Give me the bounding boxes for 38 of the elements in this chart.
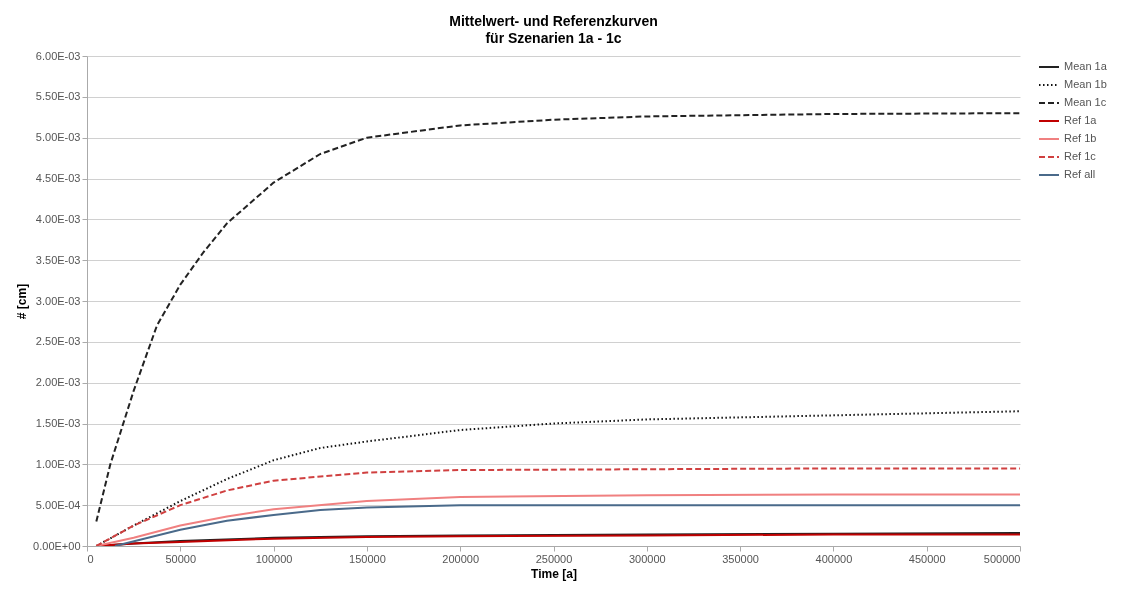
legend-label: Mean 1b — [1064, 78, 1107, 90]
x-tick-label: 500000 — [983, 552, 1021, 565]
x-tick-label: 450000 — [908, 552, 946, 565]
y-tick-label: 3.00E-03 — [35, 294, 81, 307]
y-tick-label: 4.50E-03 — [35, 172, 81, 184]
chart-subtitle: für Szenarien 1a - 1c — [485, 30, 622, 46]
x-tick-label: 300000 — [628, 552, 666, 565]
x-tick-label: 200000 — [442, 552, 480, 565]
y-tick-label: 3.50E-03 — [35, 253, 81, 266]
y-tick-label: 6.00E-03 — [35, 49, 81, 62]
y-tick-label: 2.00E-03 — [35, 376, 81, 389]
y-tick-label: 0.00E+00 — [33, 539, 81, 552]
line-series — [95, 467, 1020, 546]
x-tick-label: 100000 — [255, 552, 293, 565]
legend-label: Ref 1a — [1064, 114, 1098, 126]
y-tick-label: 2.50E-03 — [35, 335, 81, 348]
y-tick-label: 5.00E-03 — [35, 131, 81, 144]
legend-label: Mean 1c — [1064, 96, 1107, 108]
y-tick-label: 1.50E-03 — [35, 417, 81, 429]
x-tick-label: 50000 — [165, 552, 197, 565]
x-tick-label: 350000 — [722, 552, 759, 565]
chart-title: Mittelwert- und Referenzkurven — [449, 13, 658, 29]
x-tick-label: 400000 — [815, 552, 853, 565]
x-axis-title: Time [a] — [531, 566, 577, 581]
y-tick-label: 4.00E-03 — [35, 212, 81, 225]
x-tick-label: 0 — [87, 552, 94, 565]
legend-label: Ref 1b — [1064, 132, 1097, 144]
line-series — [95, 112, 1020, 523]
legend-label: Mean 1a — [1064, 60, 1108, 72]
x-tick-label: 250000 — [535, 552, 573, 565]
x-tick-label: 150000 — [349, 552, 386, 565]
legend-label: Ref 1c — [1064, 150, 1097, 162]
y-tick-label: 5.50E-03 — [35, 90, 81, 103]
y-axis-title: # [cm] — [15, 283, 30, 320]
y-tick-label: 1.00E-03 — [35, 457, 81, 470]
y-tick-label: 5.00E-04 — [35, 498, 81, 511]
legend-label: Ref all — [1064, 168, 1096, 180]
line-series — [113, 504, 1020, 546]
